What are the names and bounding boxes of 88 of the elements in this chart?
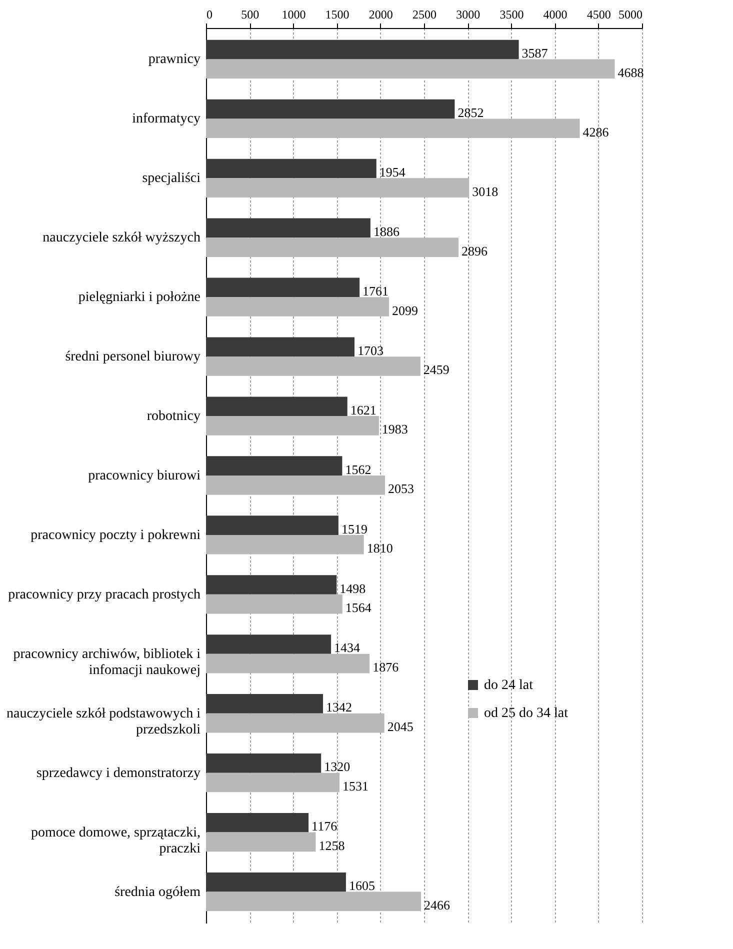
y-tick-label: informatycy xyxy=(132,112,200,127)
bar xyxy=(206,456,342,476)
data-label: 2053 xyxy=(388,481,414,496)
bar xyxy=(206,118,580,138)
y-tick-label: pracownicy biurowi xyxy=(88,468,201,484)
legend-label: do 24 lat xyxy=(484,678,534,693)
data-label: 1258 xyxy=(318,838,345,853)
data-label: 1886 xyxy=(373,224,400,239)
data-label: 1876 xyxy=(372,660,400,675)
bar xyxy=(206,158,376,178)
bar xyxy=(206,396,348,416)
bar xyxy=(206,178,470,198)
bar xyxy=(206,337,354,357)
bar xyxy=(206,238,459,257)
data-label: 1703 xyxy=(358,342,384,358)
bar xyxy=(206,476,386,495)
bar xyxy=(206,278,360,298)
data-label: 1605 xyxy=(348,878,375,894)
bar xyxy=(206,654,370,674)
y-tick-label: prawnicy xyxy=(148,52,200,68)
y-tick-label: robotnicy xyxy=(146,409,200,424)
x-tick-label: 3000 xyxy=(456,8,480,22)
x-tick-label: 2500 xyxy=(412,8,436,22)
x-tick-label: 4500 xyxy=(586,8,611,22)
bar xyxy=(206,772,340,792)
data-label: 1434 xyxy=(334,640,361,656)
data-label: 1983 xyxy=(382,422,408,437)
data-label: 4688 xyxy=(618,64,644,80)
bar xyxy=(206,872,346,892)
bar xyxy=(206,634,332,654)
bar xyxy=(206,59,615,79)
data-label: 1176 xyxy=(312,818,338,834)
x-tick-label: 1500 xyxy=(325,8,350,22)
data-label: 2045 xyxy=(387,719,414,734)
data-label: 1562 xyxy=(345,462,372,477)
bar xyxy=(206,754,322,773)
data-label: 2459 xyxy=(423,362,450,378)
y-tick-label: sprzedawcy i demonstratorzy xyxy=(36,766,200,781)
y-tick-label: średnia ogółem xyxy=(114,884,201,900)
data-label: 1761 xyxy=(362,283,389,298)
data-label: 2852 xyxy=(458,105,484,120)
data-label: 1531 xyxy=(342,778,369,794)
data-label: 1320 xyxy=(324,759,350,774)
x-tick-label: 4000 xyxy=(543,8,568,22)
bar xyxy=(206,892,422,912)
data-label: 2466 xyxy=(424,897,451,912)
data-label: 3018 xyxy=(472,184,498,199)
y-tick-label: pielęgniarki i położne xyxy=(78,290,200,306)
bar xyxy=(206,575,337,594)
bar xyxy=(206,40,519,60)
y-tick-label: pracownicy przy pracach prostych xyxy=(8,587,200,602)
bar xyxy=(206,694,324,714)
x-tick-label: 0 xyxy=(206,8,212,22)
x-tick-label: 3500 xyxy=(500,8,524,22)
data-label: 1498 xyxy=(340,580,366,596)
bar xyxy=(206,832,316,852)
data-label: 1810 xyxy=(366,540,393,556)
data-label: 2099 xyxy=(392,302,418,318)
y-tick-label: pracownicy poczty i pokrewni xyxy=(30,528,201,543)
data-label: 1621 xyxy=(350,402,376,418)
y-tick-label: nauczyciele szkół wyższych xyxy=(42,230,200,246)
y-tick-label: specjaliści xyxy=(142,171,201,186)
bar xyxy=(206,356,420,376)
bar xyxy=(206,297,390,316)
legend-label: od 25 do 34 lat xyxy=(484,706,568,721)
x-tick-label: 2000 xyxy=(368,8,393,22)
bar xyxy=(206,416,379,436)
bar xyxy=(206,713,384,733)
x-tick-label: 1000 xyxy=(282,8,306,22)
data-label: 1564 xyxy=(345,600,372,616)
bar xyxy=(206,812,309,832)
x-tick-label: 5000 xyxy=(618,8,642,22)
x-tick-label: 500 xyxy=(241,8,260,22)
bar xyxy=(206,594,342,614)
y-tick-label: nauczyciele szkół podstawowych i przedszkoli xyxy=(6,706,201,738)
bar xyxy=(206,534,364,554)
y-tick-label: pomoce domowe, sprzątaczki, praczki xyxy=(31,825,201,856)
data-label: 1954 xyxy=(379,164,406,180)
data-label: 1519 xyxy=(341,521,368,536)
data-label: 3587 xyxy=(522,46,548,61)
data-label: 1342 xyxy=(326,700,352,715)
data-label: 4286 xyxy=(582,124,610,140)
bar xyxy=(206,99,455,119)
bar xyxy=(206,516,338,535)
data-label: 2896 xyxy=(462,243,488,258)
y-tick-label: pracownicy archiwów, bibliotek i infomacji naukowej xyxy=(13,646,201,678)
y-tick-label: średni personel biurowy xyxy=(65,350,200,365)
bar xyxy=(206,218,370,238)
